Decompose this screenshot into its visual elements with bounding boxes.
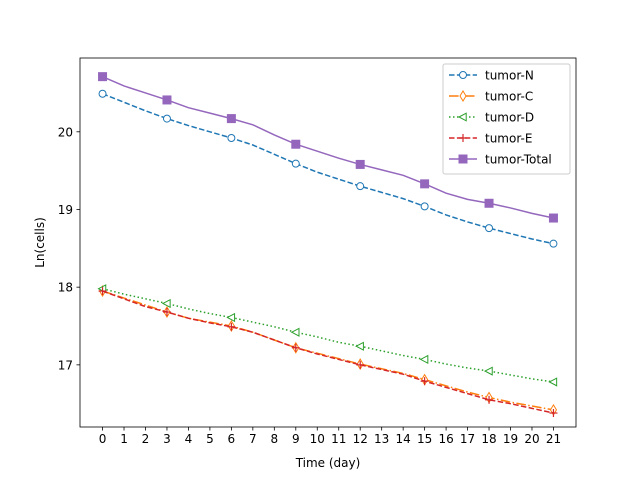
point-tumor-N-21 [549, 239, 558, 248]
point-tumor-N-15 [420, 202, 429, 211]
x-tick-label-20: 20 [524, 432, 539, 446]
x-tick-label-13: 13 [374, 432, 389, 446]
x-tick-label-19: 19 [503, 432, 518, 446]
point-tumor-N-12 [356, 182, 365, 191]
point-tumor-Total-6 [226, 114, 236, 124]
x-tick-label-12: 12 [353, 432, 368, 446]
point-tumor-E-18 [485, 395, 494, 404]
legend-marker-tumor-D [457, 112, 467, 122]
x-tick-label-0: 0 [99, 432, 107, 446]
point-tumor-D-15 [419, 354, 429, 365]
x-tick-label-15: 15 [417, 432, 432, 446]
series-tumor-E [98, 287, 558, 418]
y-tick-label-17: 17 [58, 358, 73, 372]
axes-layer: 0 1 2 3 4 5 6 7 8 9 10 11 12 13 14 15 16 17 18 19 20 21171819… [58, 57, 577, 446]
point-tumor-N-9 [291, 159, 300, 168]
point-tumor-E-6 [227, 322, 236, 331]
axes-frame [79, 57, 577, 428]
legend-label-tumor-N: tumor-N [485, 69, 534, 83]
point-tumor-E-15 [420, 377, 429, 386]
line-tumor-N [102, 93, 554, 245]
point-tumor-Total-12 [355, 159, 365, 169]
point-tumor-E-21 [549, 409, 558, 418]
series-layer [97, 72, 558, 418]
line-tumor-E [102, 290, 554, 414]
point-tumor-Total-15 [420, 179, 430, 189]
point-tumor-D-6 [226, 312, 236, 323]
legend-marker-tumor-E [459, 134, 467, 142]
point-tumor-N-3 [162, 114, 171, 123]
x-tick-label-6: 6 [228, 432, 236, 446]
line-tumor-C [102, 290, 554, 411]
point-tumor-E-9 [291, 343, 300, 352]
y-tick-label-19: 19 [58, 203, 73, 217]
point-tumor-Total-21 [548, 213, 558, 223]
x-axis-label: Time (day) [295, 456, 361, 470]
x-tick-label-8: 8 [271, 432, 279, 446]
point-tumor-Total-9 [291, 139, 301, 149]
x-tick-label-16: 16 [438, 432, 453, 446]
point-tumor-N-0 [98, 89, 107, 98]
x-tick-label-10: 10 [310, 432, 325, 446]
series-tumor-N [98, 89, 558, 248]
point-tumor-D-21 [548, 377, 558, 387]
y-axis-label: Ln(cells) [33, 217, 47, 268]
x-tick-label-7: 7 [249, 432, 257, 446]
point-tumor-Total-18 [484, 198, 494, 208]
x-tick-label-21: 21 [546, 432, 561, 446]
series-tumor-Total [98, 72, 558, 223]
point-tumor-D-9 [290, 327, 300, 337]
line-tumor-Total [102, 75, 554, 219]
x-tick-label-5: 5 [206, 432, 214, 446]
legend-label-tumor-E: tumor-E [485, 132, 532, 146]
legend-label-tumor-Total: tumor-Total [485, 153, 552, 167]
point-tumor-E-0 [98, 287, 107, 296]
legend-label-tumor-C: tumor-C [485, 90, 533, 104]
series-tumor-D [97, 284, 558, 387]
point-tumor-N-18 [485, 224, 494, 233]
x-tick-label-9: 9 [292, 432, 300, 446]
line-tumor-D [102, 287, 554, 383]
point-tumor-E-3 [162, 308, 171, 317]
point-tumor-N-6 [227, 134, 236, 143]
legend-marker-tumor-Total [458, 154, 468, 164]
legend: tumor-N tumor-C tumor-D tumor-E tumor-Total [442, 63, 571, 175]
point-tumor-Total-0 [98, 72, 108, 82]
y-tick-label-20: 20 [58, 125, 73, 139]
point-tumor-D-18 [483, 366, 493, 376]
point-tumor-D-12 [355, 341, 364, 351]
x-tick-label-18: 18 [481, 432, 496, 446]
legend-box [442, 63, 571, 175]
x-tick-label-3: 3 [163, 432, 171, 446]
legend-label-tumor-D: tumor-D [485, 111, 534, 125]
y-tick-label-18: 18 [58, 281, 73, 295]
x-tick-label-17: 17 [460, 432, 475, 446]
x-tick-label-2: 2 [142, 432, 150, 446]
point-tumor-D-3 [161, 298, 171, 309]
x-tick-label-4: 4 [185, 432, 193, 446]
point-tumor-Total-3 [162, 95, 172, 105]
x-tick-label-14: 14 [396, 432, 411, 446]
point-tumor-E-12 [356, 360, 365, 369]
legend-marker-tumor-N [459, 71, 467, 79]
x-tick-label-1: 1 [120, 432, 128, 446]
legend-marker-tumor-C [459, 90, 467, 102]
x-tick-label-11: 11 [331, 432, 346, 446]
